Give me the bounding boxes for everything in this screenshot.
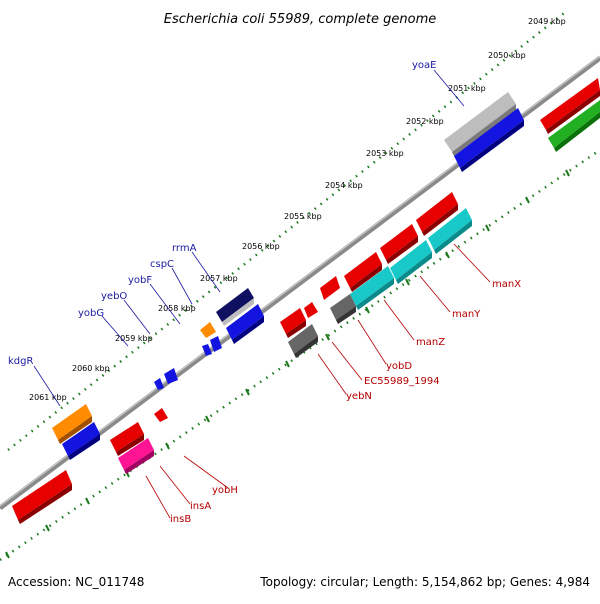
gene-label-yobH: yobH <box>212 485 238 496</box>
gene-block <box>226 304 264 344</box>
gene-label-yebO: yebO <box>101 291 127 302</box>
gene-block <box>548 100 600 152</box>
gene-block <box>390 240 432 284</box>
gene-label-manZ: manZ <box>416 337 445 348</box>
kbp-label: 2054 kbp <box>325 181 363 190</box>
gene-label-insA: insA <box>190 501 211 512</box>
gene-block <box>330 294 356 324</box>
gene-block <box>216 288 254 326</box>
gene-block <box>428 208 472 254</box>
kbp-label: 2059 kbp <box>115 334 153 343</box>
map-title: Escherichia coli 55989, complete genome <box>164 12 436 27</box>
gene-block <box>202 336 222 356</box>
accession-text: Accession: NC_011748 <box>8 575 144 589</box>
gene-block <box>154 408 168 422</box>
gene-block <box>110 422 144 456</box>
summary-text: Topology: circular; Length: 5,154,862 bp… <box>259 575 590 589</box>
kbp-label: 2055 kbp <box>284 212 322 221</box>
gene-label-EC55989_1994: EC55989_1994 <box>364 376 440 387</box>
gene-block <box>454 108 524 172</box>
gene-label-rrmA: rrmA <box>172 243 197 254</box>
gene-block <box>304 302 318 318</box>
kbp-label: 2058 kbp <box>158 304 196 313</box>
gene-block <box>320 276 340 300</box>
gene-label-manY: manY <box>452 309 481 320</box>
gene-label-manX: manX <box>492 279 521 290</box>
kbp-label: 2050 kbp <box>488 51 526 60</box>
gene-block <box>540 78 600 134</box>
gene-block <box>416 192 458 236</box>
kbp-label: 2051 kbp <box>448 84 486 93</box>
inner-tick-track <box>0 148 600 562</box>
kbp-label: 2061 kbp <box>29 393 67 402</box>
gene-block <box>350 266 394 310</box>
kbp-label: 2057 kbp <box>200 274 238 283</box>
gene-block <box>280 308 306 338</box>
reverse-label-leaders <box>145 243 491 519</box>
gene-block <box>380 224 418 264</box>
gene-label-yebN: yebN <box>346 391 372 402</box>
outer-tick-track <box>7 9 569 451</box>
gene-block <box>344 252 382 292</box>
gene-block <box>12 470 72 524</box>
forward-label-leaders <box>33 69 465 407</box>
kbp-label: 2049 kbp <box>528 17 566 26</box>
kbp-label: 2060 kbp <box>72 364 110 373</box>
kbp-labels: 2049 kbp 2050 kbp 2051 kbp 2052 kbp 2053… <box>29 17 566 402</box>
kbp-label: 2052 kbp <box>406 117 444 126</box>
kbp-label: 2053 kbp <box>366 149 404 158</box>
gene-label-yobF: yobF <box>128 275 152 286</box>
gene-block <box>154 368 178 390</box>
gene-block <box>200 322 216 338</box>
gene-block <box>444 92 516 156</box>
gene-label-yobG: yobG <box>78 308 104 319</box>
gene-label-yoaE: yoaE <box>412 60 436 71</box>
gene-block <box>52 404 92 444</box>
gene-label-cspC: cspC <box>150 259 174 270</box>
gene-label-yobD: yobD <box>386 361 412 372</box>
gene-label-insB: insB <box>170 514 191 525</box>
inner-major-ticks <box>5 169 570 559</box>
gene-label-kdgR: kdgR <box>8 356 33 367</box>
kbp-label: 2056 kbp <box>242 242 280 251</box>
gene-block <box>118 438 154 474</box>
gene-block <box>288 324 318 358</box>
gene-block <box>62 422 100 460</box>
